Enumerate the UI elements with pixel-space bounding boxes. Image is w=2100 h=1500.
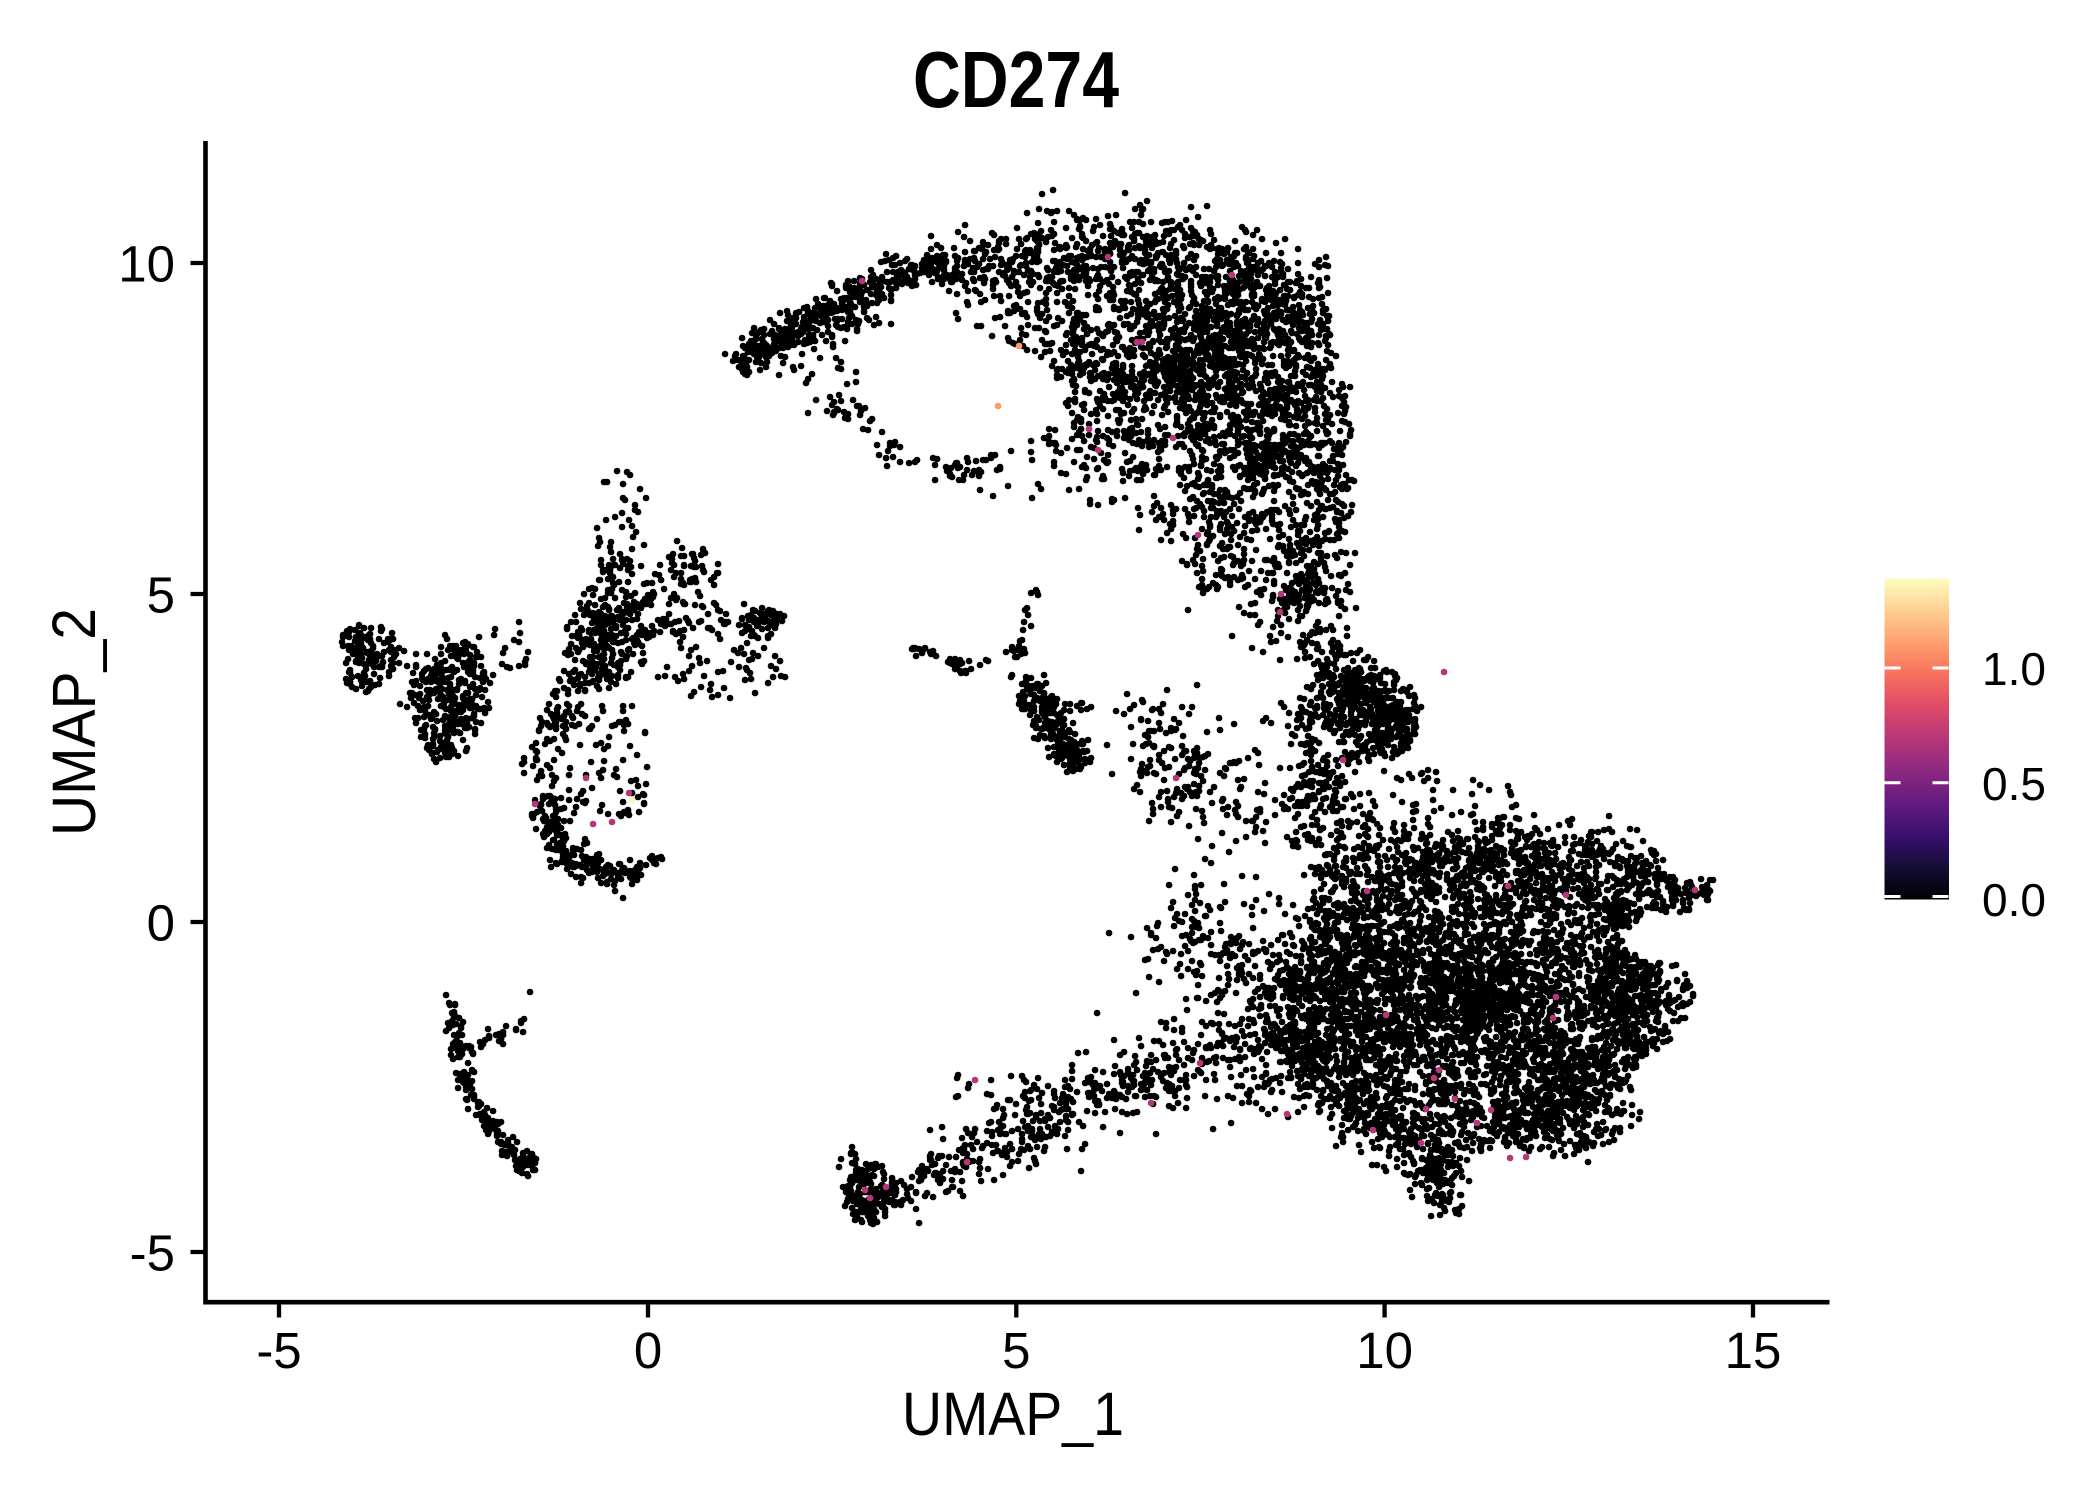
svg-text:5: 5 [1002,1322,1030,1379]
svg-text:1.0: 1.0 [1982,643,2046,695]
svg-text:0: 0 [634,1322,662,1379]
svg-text:0: 0 [147,895,175,952]
svg-text:0.0: 0.0 [1982,874,2046,926]
svg-text:15: 15 [1725,1322,1782,1379]
svg-text:5: 5 [147,567,175,624]
svg-text:-5: -5 [130,1225,175,1282]
svg-text:CD274: CD274 [913,35,1119,124]
svg-text:10: 10 [118,236,175,293]
svg-text:-5: -5 [256,1322,301,1379]
svg-text:UMAP_2: UMAP_2 [40,608,108,836]
svg-text:UMAP_1: UMAP_1 [902,1380,1124,1448]
svg-text:10: 10 [1356,1322,1413,1379]
svg-text:0.5: 0.5 [1982,758,2046,810]
